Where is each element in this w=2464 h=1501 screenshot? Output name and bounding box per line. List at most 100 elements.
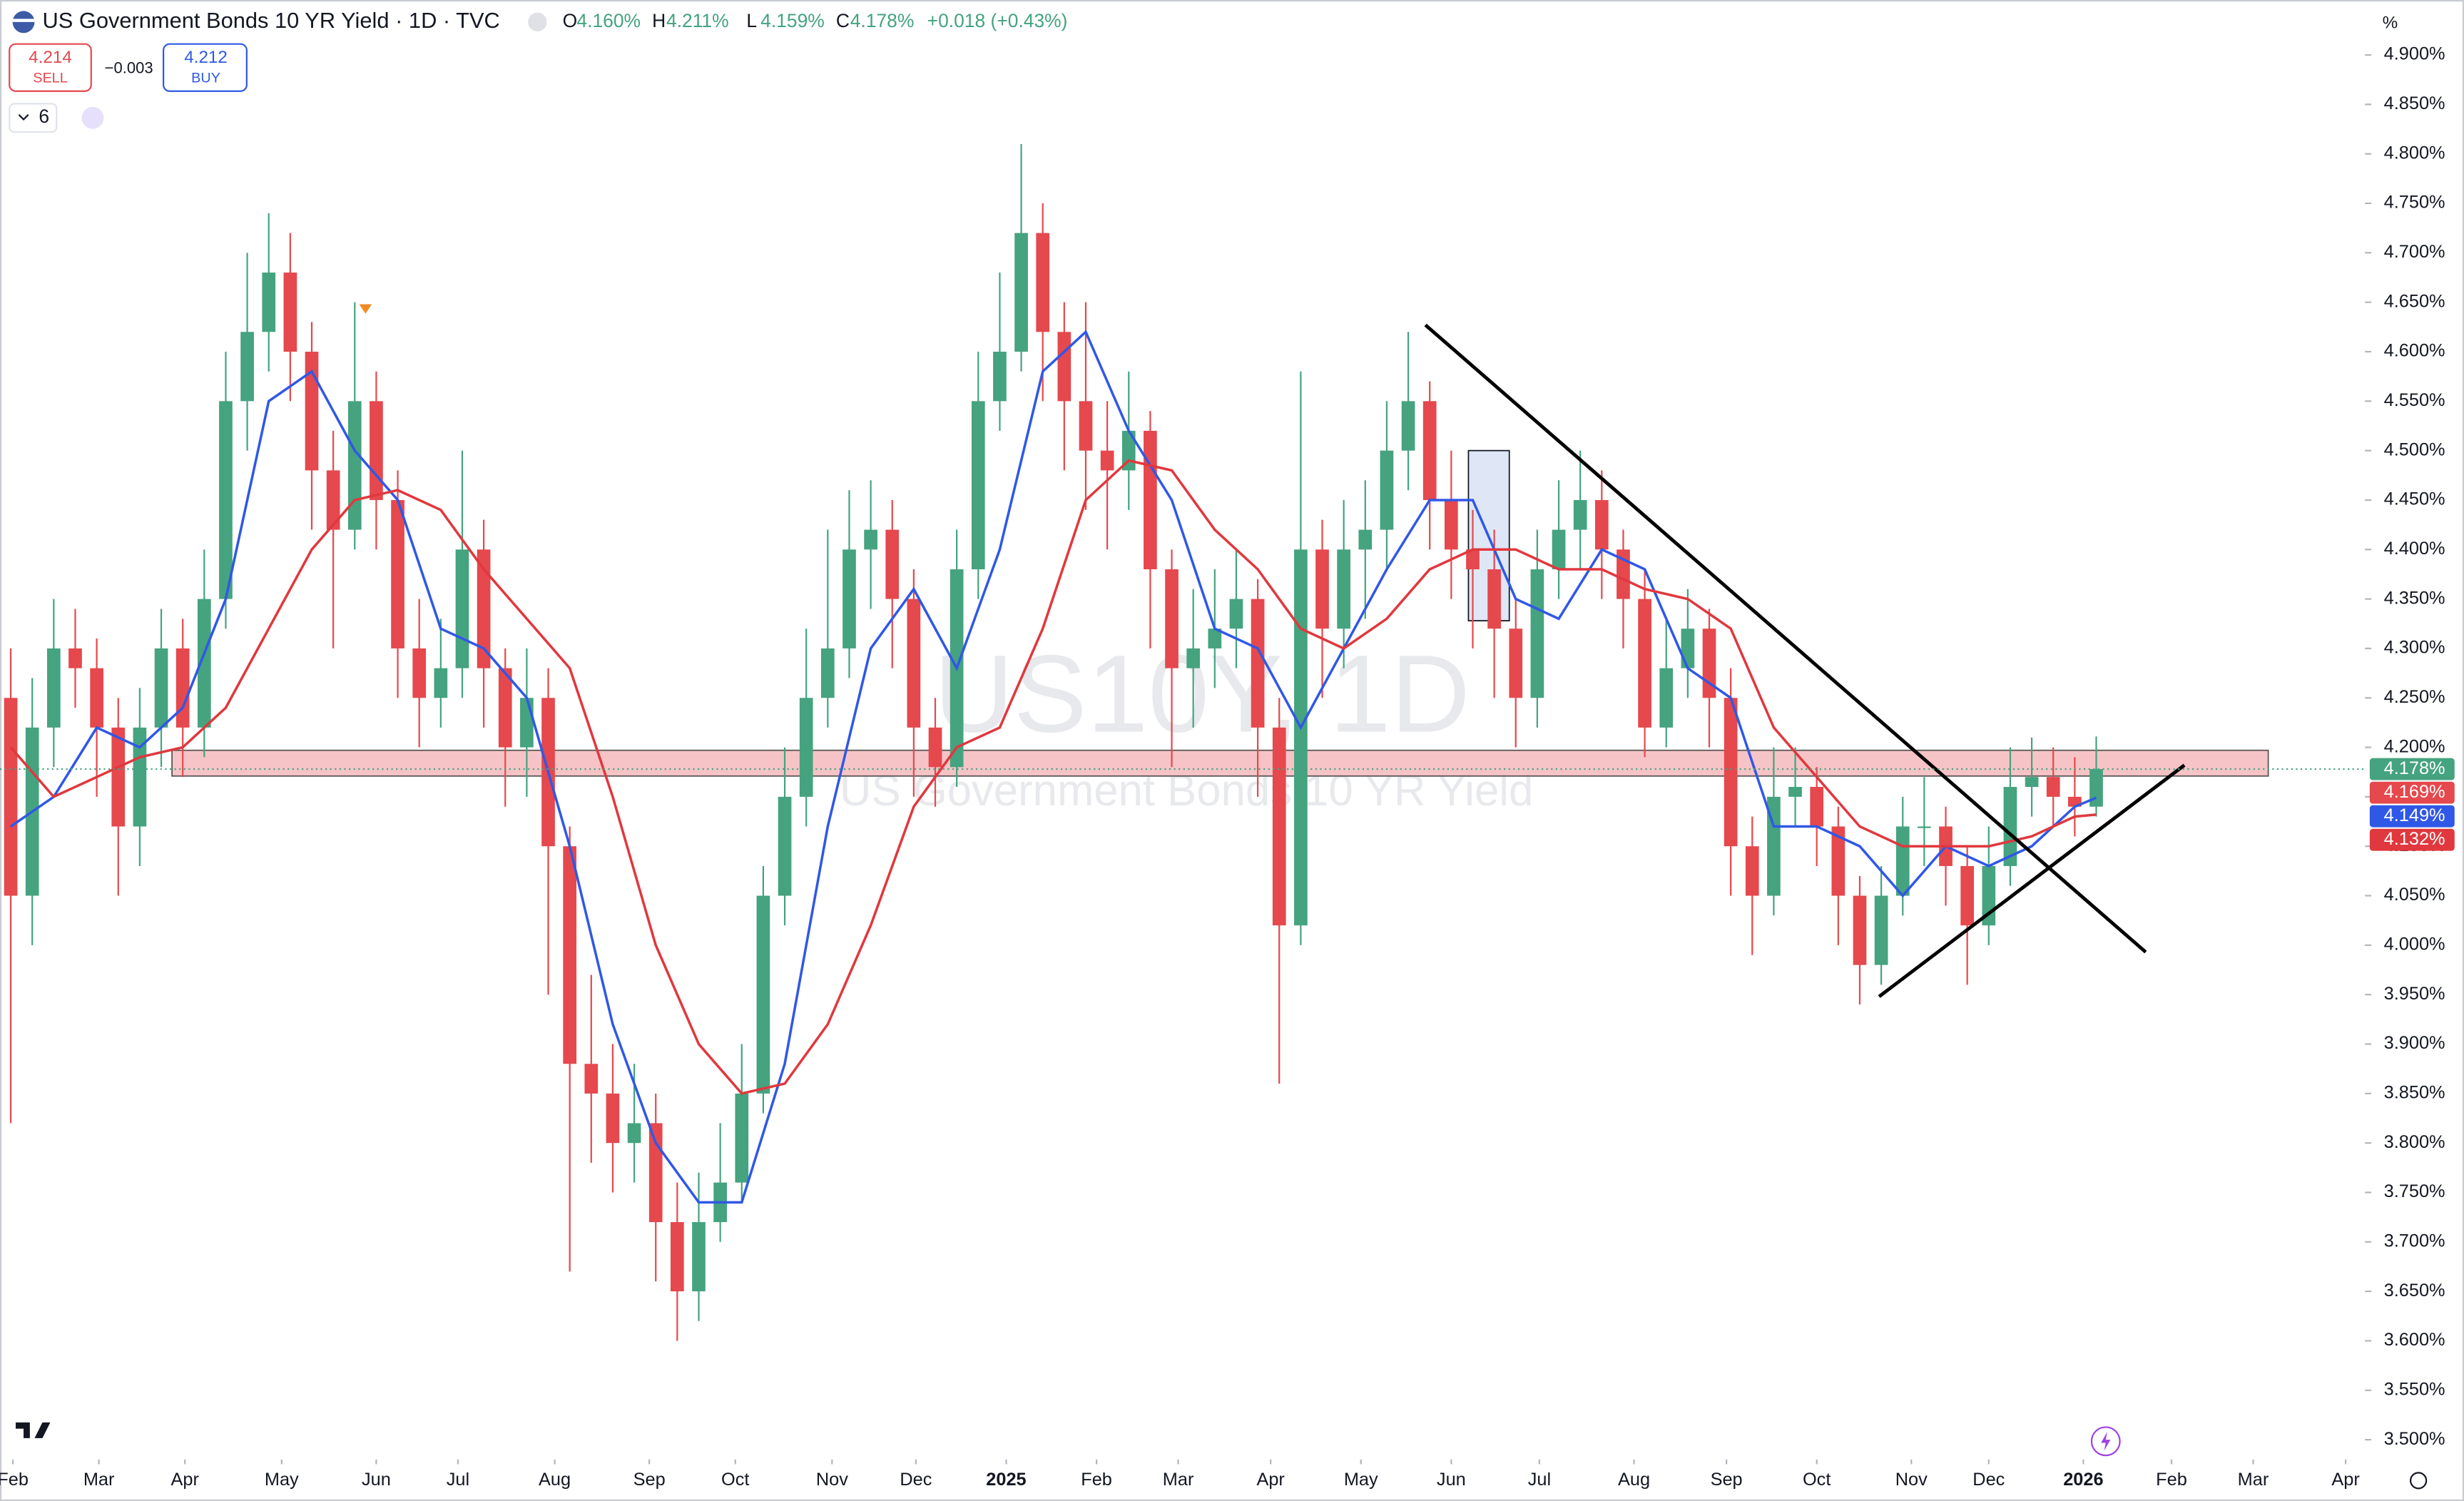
- candle-body: [4, 698, 18, 896]
- buy-button[interactable]: [162, 43, 248, 92]
- alert-icon[interactable]: [2090, 1426, 2121, 1457]
- x-tick-label: 2025: [986, 1470, 1026, 1490]
- x-tick-label: Jul: [447, 1470, 469, 1490]
- legend-key: C: [836, 10, 850, 31]
- y-tick-label: 4.350%: [2384, 588, 2445, 608]
- price-label: 4.169%: [2384, 782, 2445, 802]
- legend-value: 4.178%: [850, 10, 915, 31]
- flag-stripe: [12, 19, 35, 22]
- candle-body: [133, 727, 147, 827]
- x-tick-label: Apr: [2331, 1470, 2360, 1490]
- y-tick-label: 3.750%: [2384, 1181, 2445, 1201]
- candle-body: [820, 648, 835, 698]
- candle-body: [197, 599, 211, 728]
- candle-body: [477, 549, 491, 668]
- watermark-symbol: US10Y, 1D: [934, 632, 1470, 755]
- y-tick-label: 4.300%: [2384, 638, 2445, 658]
- candle-body: [1079, 401, 1093, 451]
- y-tick-label: 3.650%: [2384, 1281, 2445, 1301]
- x-tick-label: Feb: [2156, 1470, 2187, 1490]
- sync-icon[interactable]: [81, 106, 104, 129]
- price-label-box: [2369, 805, 2455, 828]
- y-tick-label: 3.850%: [2384, 1083, 2445, 1103]
- candle-body: [455, 549, 469, 668]
- chevron: [18, 114, 29, 121]
- candle-body: [326, 470, 340, 530]
- sell-button[interactable]: [9, 43, 92, 92]
- candle-body: [1036, 233, 1050, 332]
- footer: [16, 1422, 2428, 1490]
- y-tick-label: 4.650%: [2384, 291, 2445, 311]
- x-tick-label: Aug: [1618, 1470, 1650, 1490]
- candle-body: [692, 1222, 706, 1292]
- y-tick-label: 4.400%: [2384, 539, 2445, 559]
- candle-body: [219, 401, 233, 599]
- x-tick-label: Jun: [362, 1470, 391, 1490]
- x-tick-label: Feb: [0, 1470, 29, 1490]
- y-tick-label: 4.750%: [2384, 193, 2445, 213]
- candle-body: [1229, 599, 1243, 629]
- candle-body: [1895, 826, 1910, 896]
- candle-body: [1530, 569, 1544, 698]
- candle-body: [671, 1222, 684, 1292]
- y-tick-label: 3.700%: [2384, 1231, 2445, 1251]
- x-tick-label: Feb: [1081, 1470, 1112, 1490]
- candle-body: [1165, 569, 1178, 668]
- candle-body: [1724, 698, 1738, 847]
- status-dot: [528, 12, 547, 32]
- y-tick-label: 4.550%: [2384, 390, 2445, 410]
- candle-body: [885, 529, 900, 599]
- x-tick-label: Aug: [539, 1470, 571, 1490]
- y-tick-label: 3.500%: [2384, 1429, 2445, 1449]
- candle-body: [1788, 787, 1802, 797]
- x-tick-label: Nov: [816, 1470, 848, 1490]
- watermark: US10Y, 1D US Government Bonds 10 YR Yiel…: [840, 632, 1533, 815]
- y-tick-label: 4.450%: [2384, 489, 2445, 509]
- x-tick-label: Apr: [1256, 1470, 1285, 1490]
- candle-body: [434, 668, 448, 698]
- candle-body: [606, 1093, 620, 1144]
- chart-title: US Government Bonds 10 YR Yield · 1D · T…: [42, 8, 499, 33]
- candle-body: [2025, 777, 2039, 788]
- header: US Government Bonds 10 YR Yield · 1D · T…: [9, 8, 2398, 133]
- candle-body: [520, 698, 534, 748]
- candle-body: [993, 351, 1007, 402]
- candle-body: [68, 648, 82, 668]
- candle-body: [1573, 499, 1587, 530]
- candle-body: [2003, 787, 2017, 866]
- indicator-toggle[interactable]: [9, 103, 58, 133]
- candle-body: [1681, 629, 1695, 668]
- x-tick-label: May: [1344, 1470, 1378, 1490]
- candle-body: [1358, 529, 1373, 550]
- y-tick-label: 3.550%: [2384, 1379, 2445, 1399]
- candle-body: [1100, 450, 1114, 471]
- candle-body: [778, 796, 792, 896]
- support-zone: [171, 749, 2269, 777]
- settings-icon[interactable]: [2410, 1472, 2428, 1490]
- y-tick-label: 4.600%: [2384, 341, 2445, 361]
- y-tick-label: 4.900%: [2384, 44, 2445, 64]
- candle-body: [1466, 549, 1480, 570]
- price-label-box: [2369, 758, 2455, 780]
- tv-logo[interactable]: [16, 1422, 51, 1438]
- x-tick-label: Oct: [1803, 1470, 1831, 1490]
- y-tick-label: 3.900%: [2384, 1033, 2445, 1053]
- moving-average: [9, 459, 2097, 1095]
- y-tick-label: 4.050%: [2384, 885, 2445, 905]
- candle-body: [111, 727, 126, 827]
- candle-body: [842, 549, 856, 648]
- x-tick-label: 2026: [2063, 1470, 2103, 1490]
- x-tick-label: Mar: [2238, 1470, 2269, 1490]
- candle-body: [1294, 549, 1308, 926]
- candle-body: [47, 648, 61, 728]
- buy-price: 4.212: [184, 48, 228, 67]
- candle-body: [1509, 629, 1523, 698]
- x-tick-label: Dec: [900, 1470, 932, 1490]
- candle-body: [1401, 401, 1415, 451]
- candle-body: [283, 273, 297, 352]
- y-tick-label: 4.850%: [2384, 93, 2445, 113]
- plot: 3.500% 3.550% 3.600% 3.650% 3.700% 3.750% 3.80…: [0, 44, 2455, 1490]
- price-label-box: [2369, 828, 2455, 851]
- price-label-box: [2369, 781, 2455, 804]
